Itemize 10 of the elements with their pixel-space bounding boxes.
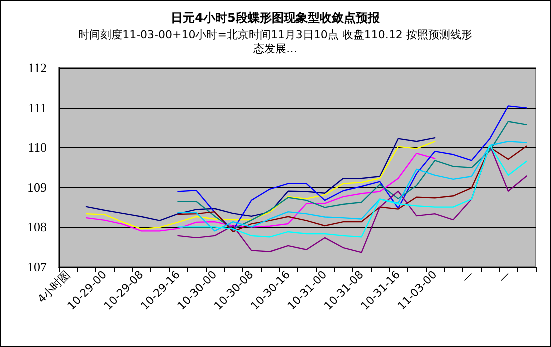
chart-subtitle: 时间刻度11-03-00+10小时=北京时间11月3日10点 收盘110.12 按照预测线形态发展… xyxy=(78,28,472,56)
chart-title: 日元4小时5段蝶形图现象型收敛点预报 xyxy=(171,11,381,25)
y-tick-label: 107 xyxy=(28,260,48,274)
y-tick-label: 109 xyxy=(28,180,47,195)
y-tick-label: 112 xyxy=(28,60,47,76)
x-tick-label: — xyxy=(496,268,514,286)
y-tick-label: 111 xyxy=(28,100,47,116)
x-tick-label: — xyxy=(459,268,476,286)
y-tick-label: 108 xyxy=(28,220,47,235)
y-tick-label: 110 xyxy=(28,140,47,156)
